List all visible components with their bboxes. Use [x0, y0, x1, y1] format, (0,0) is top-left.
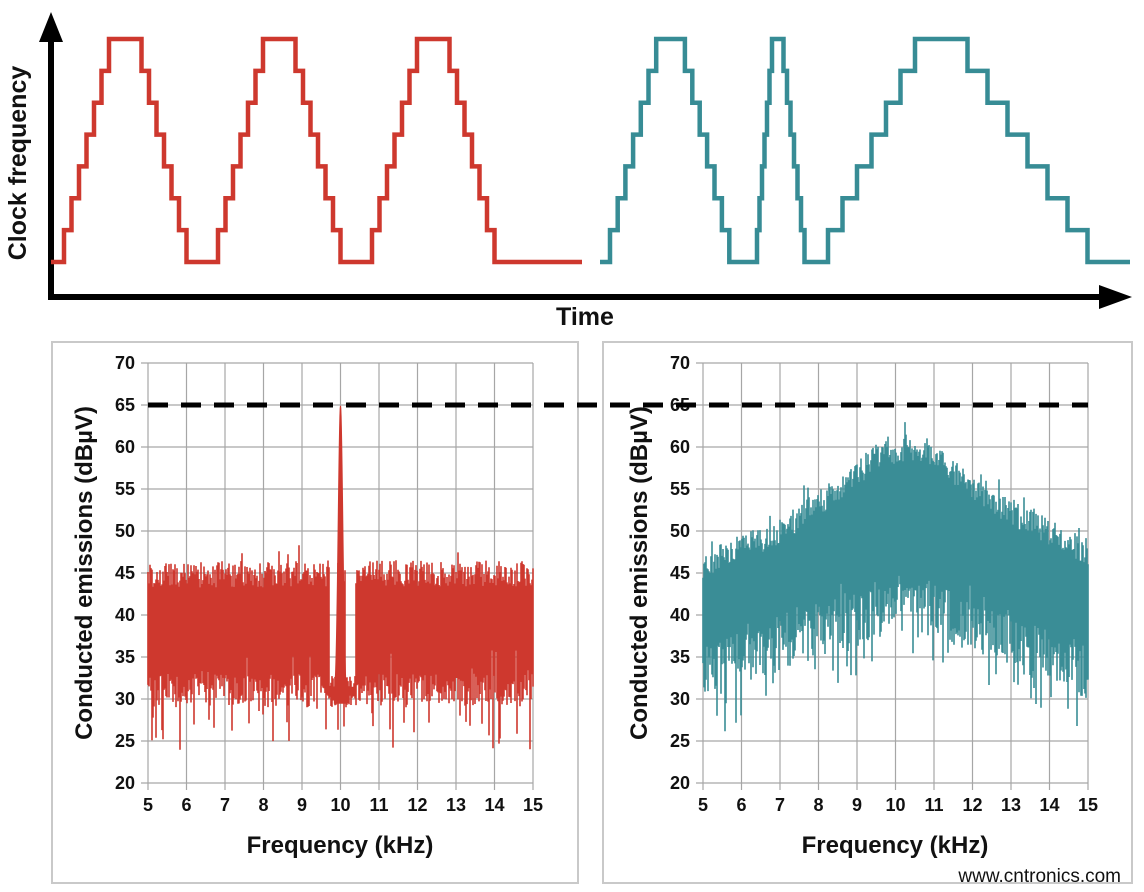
y-tick-label: 25 [115, 731, 135, 751]
clock-frequency-diagram: Clock frequency Time [4, 12, 1132, 331]
triangular-modulation-waveform [51, 36, 582, 265]
y-tick-label: 70 [115, 353, 135, 373]
x-tick-label: 13 [1001, 795, 1021, 815]
fundamental-peak [333, 405, 348, 704]
emissions-noise-band [702, 422, 1089, 732]
y-tick-label: 50 [115, 521, 135, 541]
y-axis-arrowhead-icon [39, 12, 63, 42]
y-tick-label: 60 [670, 437, 690, 457]
clock-frequency-axis-label: Clock frequency [4, 66, 32, 261]
left-chart-y-axis-title: Conducted emissions (dBµV) [71, 406, 98, 740]
x-tick-label: 12 [962, 795, 982, 815]
y-tick-label: 50 [670, 521, 690, 541]
x-tick-label: 11 [369, 795, 388, 815]
emissions-noise-band [147, 545, 534, 750]
y-tick-label: 70 [670, 353, 690, 373]
waveforms [51, 36, 1130, 265]
y-tick-label: 25 [670, 731, 690, 751]
x-tick-label: 10 [885, 795, 905, 815]
x-tick-label: 9 [297, 795, 307, 815]
x-tick-label: 13 [446, 795, 466, 815]
y-tick-label: 45 [115, 563, 135, 583]
right-chart-x-axis-title: Frequency (kHz) [802, 832, 989, 859]
right-emissions-chart: Conducted emissions (dBµV) Frequency (kH… [626, 353, 1098, 859]
x-tick-label: 10 [330, 795, 350, 815]
x-tick-label: 14 [484, 795, 504, 815]
x-tick-label: 9 [852, 795, 862, 815]
y-tick-label: 30 [670, 689, 690, 709]
x-tick-label: 15 [1078, 795, 1098, 815]
x-axis-arrowhead-icon [1099, 285, 1132, 309]
y-tick-label: 35 [115, 647, 135, 667]
y-tick-label: 40 [115, 605, 135, 625]
left-emissions-chart: Conducted emissions (dBµV) Frequency (kH… [71, 353, 543, 859]
x-tick-label: 6 [736, 795, 746, 815]
y-tick-label: 55 [670, 479, 690, 499]
time-axis-label: Time [556, 303, 614, 331]
right-chart-y-axis-title: Conducted emissions (dBµV) [626, 406, 653, 740]
x-tick-label: 5 [143, 795, 153, 815]
y-tick-label: 45 [670, 563, 690, 583]
x-tick-label: 15 [523, 795, 543, 815]
y-tick-label: 35 [670, 647, 690, 667]
y-tick-label: 60 [115, 437, 135, 457]
x-tick-label: 8 [813, 795, 823, 815]
x-tick-label: 5 [698, 795, 708, 815]
random-modulation-waveform [600, 36, 1130, 265]
watermark-text: www.cntronics.com [957, 866, 1121, 887]
x-tick-label: 7 [220, 795, 230, 815]
y-tick-label: 40 [670, 605, 690, 625]
x-tick-label: 14 [1039, 795, 1059, 815]
left-chart-x-axis-title: Frequency (kHz) [247, 832, 434, 859]
y-tick-label: 20 [670, 773, 690, 793]
x-tick-label: 12 [407, 795, 427, 815]
x-tick-label: 11 [924, 795, 943, 815]
y-tick-label: 20 [115, 773, 135, 793]
diagram-axes [48, 38, 1100, 300]
y-tick-label: 30 [115, 689, 135, 709]
left-chart-panel-border [51, 341, 579, 884]
y-tick-label: 65 [115, 395, 135, 415]
right-chart-panel-border [602, 341, 1133, 884]
x-tick-label: 6 [181, 795, 191, 815]
y-tick-label: 55 [115, 479, 135, 499]
x-tick-label: 8 [258, 795, 268, 815]
x-tick-label: 7 [775, 795, 785, 815]
